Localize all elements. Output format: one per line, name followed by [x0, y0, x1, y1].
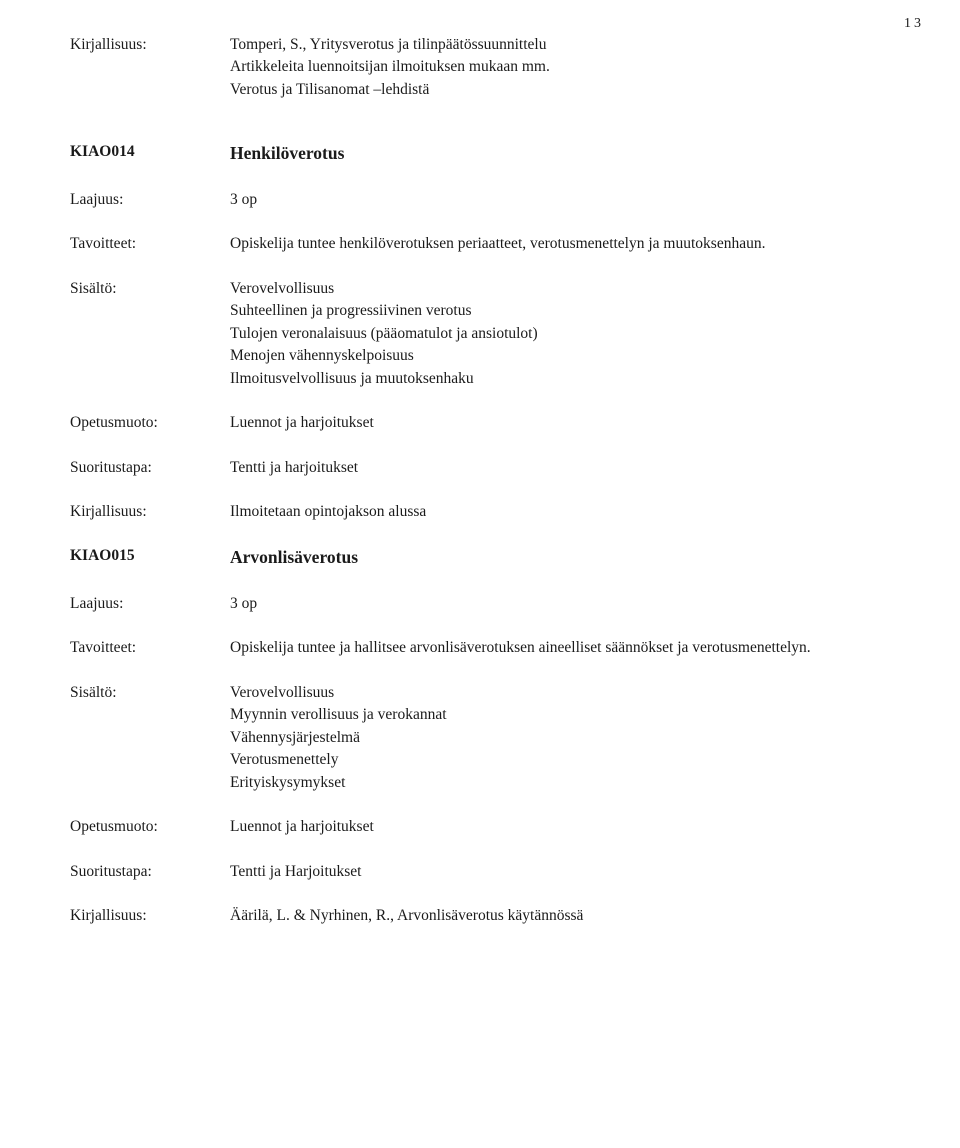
row-label: Kirjallisuus:	[70, 905, 230, 927]
row-line: Suhteellinen ja progressiivinen verotus	[230, 300, 890, 322]
course2-header: KIAO015 Arvonlisäverotus	[70, 545, 890, 570]
course1-row: Sisältö: Verovelvollisuus Suhteellinen j…	[70, 278, 890, 390]
row-value: Verovelvollisuus Suhteellinen ja progres…	[230, 278, 890, 390]
row-label: Tavoitteet:	[70, 233, 230, 255]
row-label: Laajuus:	[70, 593, 230, 615]
row-value: Luennot ja harjoitukset	[230, 412, 890, 434]
row-line: Verotusmenettely	[230, 749, 890, 771]
row-label: Suoritustapa:	[70, 861, 230, 883]
row-label: Sisältö:	[70, 278, 230, 300]
course1-title: Henkilöverotus	[230, 141, 890, 166]
course2-title: Arvonlisäverotus	[230, 545, 890, 570]
page-number: 13	[904, 14, 924, 34]
row-line: 3 op	[230, 593, 890, 615]
row-line: Vähennysjärjestelmä	[230, 727, 890, 749]
row-line: Ilmoitusvelvollisuus ja muutoksenhaku	[230, 368, 890, 390]
course1-code: KIAO014	[70, 141, 230, 163]
row-value: Äärilä, L. & Nyrhinen, R., Arvonlisävero…	[230, 905, 890, 927]
top-literature-row: Kirjallisuus: Tomperi, S., Yritysverotus…	[70, 34, 890, 101]
course2-row: Kirjallisuus: Äärilä, L. & Nyrhinen, R.,…	[70, 905, 890, 927]
course1-row: Tavoitteet: Opiskelija tuntee henkilöver…	[70, 233, 890, 255]
course2-row: Sisältö: Verovelvollisuus Myynnin veroll…	[70, 682, 890, 794]
row-label: Kirjallisuus:	[70, 501, 230, 523]
row-line: 3 op	[230, 189, 890, 211]
row-value: 3 op	[230, 189, 890, 211]
course1-row: Suoritustapa: Tentti ja harjoitukset	[70, 457, 890, 479]
row-label: Sisältö:	[70, 682, 230, 704]
row-value: Luennot ja harjoitukset	[230, 816, 890, 838]
course2-row: Suoritustapa: Tentti ja Harjoitukset	[70, 861, 890, 883]
course2-code: KIAO015	[70, 545, 230, 567]
row-label: Opetusmuoto:	[70, 816, 230, 838]
course1-header: KIAO014 Henkilöverotus	[70, 141, 890, 166]
row-line: Opiskelija tuntee ja hallitsee arvonlisä…	[230, 637, 890, 659]
course1-row: Opetusmuoto: Luennot ja harjoitukset	[70, 412, 890, 434]
course2-row: Tavoitteet: Opiskelija tuntee ja hallits…	[70, 637, 890, 659]
top-literature-label: Kirjallisuus:	[70, 34, 230, 56]
gap	[70, 123, 890, 141]
row-line: Luennot ja harjoitukset	[230, 816, 890, 838]
row-line: Luennot ja harjoitukset	[230, 412, 890, 434]
top-lit-line: Artikkeleita luennoitsijan ilmoituksen m…	[230, 56, 890, 78]
row-label: Suoritustapa:	[70, 457, 230, 479]
row-value: Opiskelija tuntee henkilöverotuksen peri…	[230, 233, 890, 255]
top-lit-line: Tomperi, S., Yritysverotus ja tilinpäätö…	[230, 34, 890, 56]
row-line: Äärilä, L. & Nyrhinen, R., Arvonlisävero…	[230, 905, 890, 927]
row-line: Opiskelija tuntee henkilöverotuksen peri…	[230, 233, 890, 255]
row-label: Laajuus:	[70, 189, 230, 211]
course1-row: Kirjallisuus: Ilmoitetaan opintojakson a…	[70, 501, 890, 523]
row-line: Menojen vähennyskelpoisuus	[230, 345, 890, 367]
row-line: Ilmoitetaan opintojakson alussa	[230, 501, 890, 523]
row-line: Verovelvollisuus	[230, 278, 890, 300]
row-value: Opiskelija tuntee ja hallitsee arvonlisä…	[230, 637, 890, 659]
row-line: Verovelvollisuus	[230, 682, 890, 704]
course1-row: Laajuus: 3 op	[70, 189, 890, 211]
top-literature-value: Tomperi, S., Yritysverotus ja tilinpäätö…	[230, 34, 890, 101]
row-line: Myynnin verollisuus ja verokannat	[230, 704, 890, 726]
top-lit-line: Verotus ja Tilisanomat –lehdistä	[230, 79, 890, 101]
row-value: 3 op	[230, 593, 890, 615]
row-value: Tentti ja harjoitukset	[230, 457, 890, 479]
row-value: Ilmoitetaan opintojakson alussa	[230, 501, 890, 523]
row-label: Tavoitteet:	[70, 637, 230, 659]
row-value: Tentti ja Harjoitukset	[230, 861, 890, 883]
page: 13 Kirjallisuus: Tomperi, S., Yritysvero…	[0, 0, 960, 1148]
course2-row: Opetusmuoto: Luennot ja harjoitukset	[70, 816, 890, 838]
row-label: Opetusmuoto:	[70, 412, 230, 434]
row-line: Tentti ja Harjoitukset	[230, 861, 890, 883]
row-line: Tulojen veronalaisuus (pääomatulot ja an…	[230, 323, 890, 345]
row-line: Tentti ja harjoitukset	[230, 457, 890, 479]
row-line: Erityiskysymykset	[230, 772, 890, 794]
course2-row: Laajuus: 3 op	[70, 593, 890, 615]
row-value: Verovelvollisuus Myynnin verollisuus ja …	[230, 682, 890, 794]
